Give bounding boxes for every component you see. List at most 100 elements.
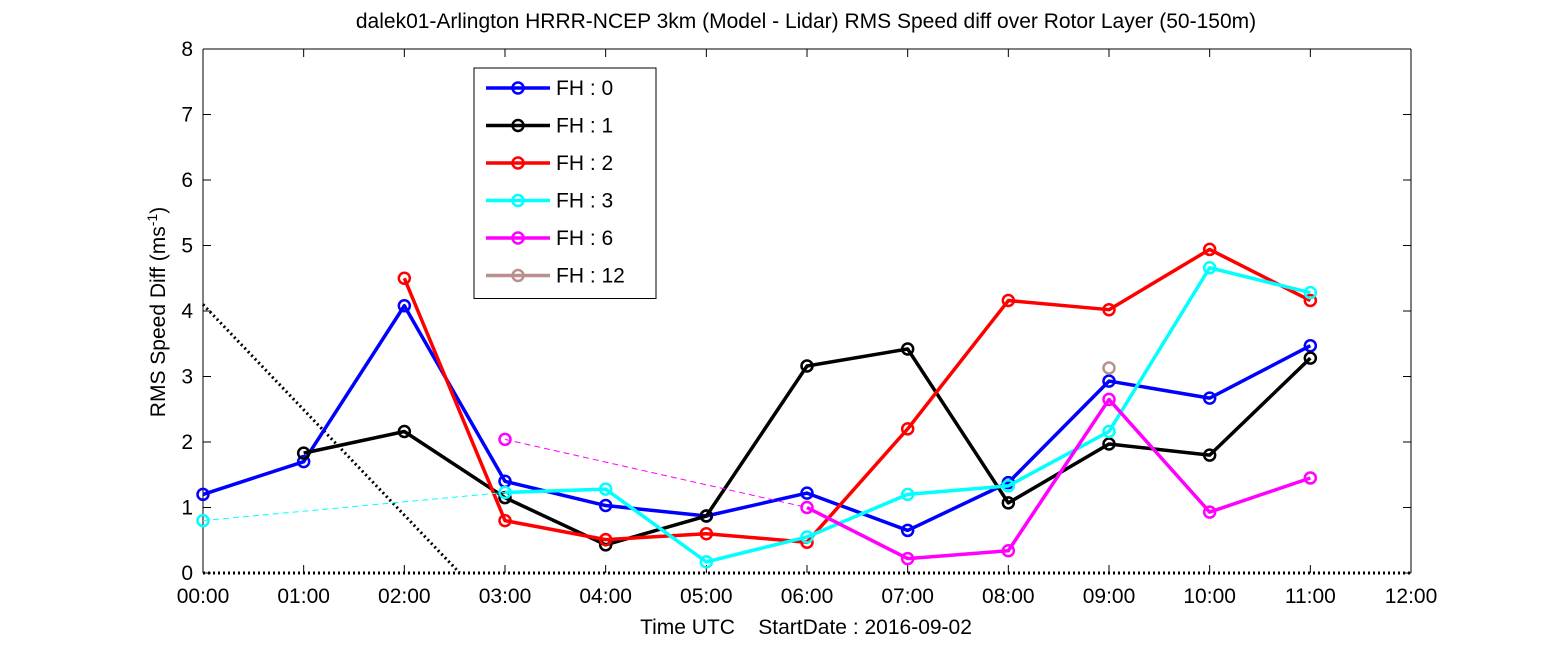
y-tick-label: 6 (181, 169, 193, 192)
legend-item: FH : 12 (486, 265, 625, 288)
x-tick-label: 05:00 (680, 585, 733, 608)
y-tick-label: 8 (181, 38, 193, 61)
data-point (1102, 302, 1116, 317)
series-line (202, 304, 1312, 533)
data-point (900, 523, 915, 538)
y-tick-label: 7 (181, 104, 193, 127)
plot-area (196, 242, 1411, 575)
legend-swatch-marker (511, 268, 525, 283)
data-point (1102, 437, 1116, 451)
data-point (1001, 543, 1016, 558)
data-point (1202, 391, 1217, 405)
data-point (1001, 479, 1016, 493)
x-tick-label: 12:00 (1385, 585, 1438, 608)
data-point (1102, 424, 1116, 439)
data-point (397, 424, 412, 439)
data-point (699, 526, 714, 541)
y-tick-label: 5 (181, 235, 193, 258)
data-point (1303, 351, 1318, 365)
legend-item: FH : 1 (486, 115, 613, 138)
y-axis-label-close: ) (147, 207, 170, 214)
y-axis-label-base: RMS Speed Diff (ms (147, 226, 170, 417)
data-point (1102, 392, 1116, 407)
data-point (1202, 261, 1217, 275)
x-tick-label: 04:00 (579, 585, 632, 608)
data-point (1202, 242, 1217, 257)
x-tick-label: 00:00 (177, 585, 230, 608)
legend-swatch-marker (511, 118, 525, 133)
x-tick-label: 02:00 (378, 585, 431, 608)
series-fh-1 (296, 342, 1318, 552)
series-line (806, 397, 1311, 561)
series-fh-2 (397, 242, 1318, 549)
data-point (296, 454, 311, 469)
series-line (402, 247, 1312, 544)
data-point (498, 432, 512, 447)
data-point (598, 482, 613, 496)
data-point (598, 532, 613, 547)
x-tick-label: 09:00 (1083, 585, 1136, 608)
x-tick-label: 08:00 (982, 585, 1035, 608)
series-line (303, 347, 1312, 547)
y-axis-label-sup: -1 (144, 214, 160, 227)
x-tick-label: 01:00 (277, 585, 330, 608)
data-point (1303, 293, 1318, 308)
x-tick-label: 07:00 (881, 585, 934, 608)
series-dashed-line (504, 438, 808, 508)
y-tick-label: 0 (181, 562, 193, 585)
data-point (1303, 471, 1318, 485)
legend-item: FH : 6 (486, 227, 613, 250)
legend-label: FH : 1 (556, 115, 613, 138)
data-point (1001, 496, 1016, 510)
data-point (900, 551, 915, 566)
data-point (1202, 505, 1217, 519)
legend-item: FH : 2 (486, 152, 613, 175)
series-fh-6 (498, 392, 1318, 566)
y-tick-label: 2 (181, 431, 193, 454)
data-point (1303, 285, 1318, 300)
legend-label: FH : 3 (556, 190, 613, 213)
legend-label: FH : 0 (556, 77, 613, 100)
series-fh-3 (196, 261, 1318, 569)
x-ticks: 00:00 01:00 02:00 03:00 04:00 05:00 06:00 07:00… (177, 49, 1438, 608)
data-point (498, 513, 512, 528)
data-point (397, 271, 412, 285)
data-point (196, 487, 210, 502)
data-point (699, 509, 714, 523)
y-ticks: 0 1 2 3 4 5 6 7 8 (181, 38, 1411, 585)
y-tick-label: 4 (181, 300, 193, 323)
data-point (800, 486, 814, 500)
data-point (1102, 361, 1116, 375)
x-tick-label: 03:00 (479, 585, 532, 608)
legend: FH : 0 FH : 1 FH : 2 FH : 3 FH : 6 FH : 12 (473, 67, 657, 299)
x-axis-label: Time UTC StartDate : 2016-09-02 (640, 616, 972, 639)
reference-line (201, 303, 461, 575)
legend-label: FH : 6 (556, 227, 613, 250)
y-axis-label: RMS Speed Diff (ms-1) (144, 207, 170, 417)
chart-title: dalek01-Arlington HRRR-NCEP 3km (Model -… (356, 10, 1256, 33)
x-tick-label: 11:00 (1285, 585, 1336, 608)
data-point (1102, 374, 1116, 388)
data-point (498, 485, 512, 500)
data-point (1001, 293, 1016, 308)
data-point (900, 422, 915, 436)
data-point (800, 359, 814, 373)
legend-swatch-marker (511, 156, 525, 170)
y-tick-label: 3 (181, 366, 193, 389)
legend-label: FH : 12 (556, 265, 625, 288)
legend-swatch-marker (511, 81, 525, 95)
series-dashed-line (202, 491, 506, 522)
series-line (504, 266, 1311, 564)
data-point (296, 446, 311, 460)
data-point (800, 530, 814, 544)
legend-item: FH : 0 (486, 77, 613, 100)
data-point (699, 555, 714, 569)
data-point (900, 487, 915, 502)
x-tick-label: 10:00 (1183, 585, 1236, 608)
data-point (397, 299, 412, 313)
x-tick-label: 06:00 (781, 585, 834, 608)
data-point (900, 342, 915, 356)
data-point (800, 500, 814, 515)
data-point (196, 513, 210, 528)
